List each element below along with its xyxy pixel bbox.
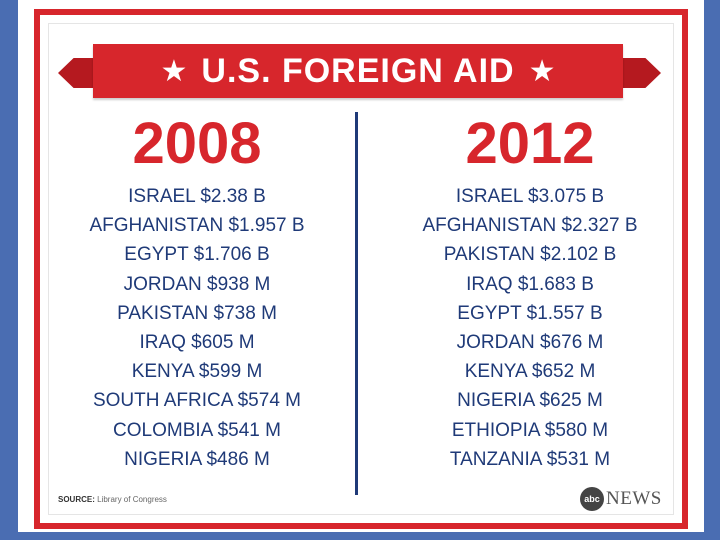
list-item: KENYA $652 M xyxy=(464,361,596,383)
source-text: Library of Congress xyxy=(97,495,167,504)
list-item: COLOMBIA $541 M xyxy=(113,419,281,441)
star-icon: ★ xyxy=(528,54,556,88)
source-note: SOURCE: Library of Congress xyxy=(58,495,167,504)
year-heading: 2008 xyxy=(132,111,262,176)
list-item: JORDAN $676 M xyxy=(456,332,604,354)
list-item: PAKISTAN $2.102 B xyxy=(443,244,617,266)
brand-name: NEWS xyxy=(606,488,662,509)
column-divider xyxy=(355,112,358,495)
list-item: ETHIOPIA $580 M xyxy=(451,419,609,441)
page-title: U.S. FOREIGN AID xyxy=(201,51,515,90)
list-item: NIGERIA $625 M xyxy=(457,390,603,412)
list-item: SOUTH AFRICA $574 M xyxy=(92,390,301,412)
list-item: EGYPT $1.706 B xyxy=(124,244,270,266)
column-2012: 2012 ISRAEL $3.075 B AFGHANISTAN $2.327 … xyxy=(380,112,680,474)
card-inner-border xyxy=(48,23,674,515)
title-banner: ★ U.S. FOREIGN AID ★ xyxy=(93,44,623,98)
source-label: SOURCE: xyxy=(58,495,95,504)
list-item: AFGHANISTAN $2.327 B xyxy=(422,215,638,237)
list-item: ISRAEL $2.38 B xyxy=(128,186,266,207)
abc-news-logo: abc NEWS xyxy=(580,487,662,511)
star-icon: ★ xyxy=(160,54,188,88)
list-item: EGYPT $1.557 B xyxy=(457,302,603,324)
column-2008: 2008 ISRAEL $2.38 B AFGHANISTAN $1.957 B… xyxy=(47,112,347,474)
list-item: IRAQ $1.683 B xyxy=(466,273,594,295)
list-item: IRAQ $605 M xyxy=(139,332,255,354)
list-item: KENYA $599 M xyxy=(131,361,263,383)
abc-logo-icon: abc xyxy=(580,487,604,511)
list-item: AFGHANISTAN $1.957 B xyxy=(89,215,305,237)
list-item: PAKISTAN $738 M xyxy=(117,302,277,324)
aid-list: ISRAEL $2.38 B AFGHANISTAN $1.957 B EGYP… xyxy=(47,182,347,474)
blue-border-left xyxy=(0,0,18,540)
aid-list: ISRAEL $3.075 B AFGHANISTAN $2.327 B PAK… xyxy=(380,182,680,474)
list-item: JORDAN $938 M xyxy=(123,273,271,295)
blue-border-bottom xyxy=(0,532,720,540)
list-item: TANZANIA $531 M xyxy=(449,448,611,470)
year-heading: 2012 xyxy=(465,111,595,176)
list-item: NIGERIA $486 M xyxy=(124,448,270,470)
blue-border-right xyxy=(704,0,720,540)
list-item: ISRAEL $3.075 B xyxy=(455,186,605,207)
